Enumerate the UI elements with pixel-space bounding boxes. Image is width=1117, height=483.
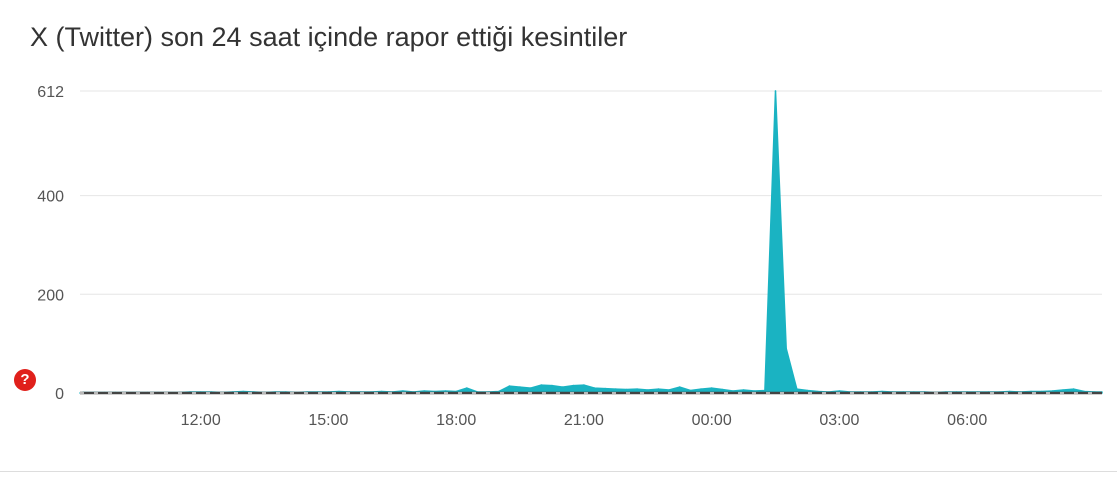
x-tick-label: 03:00 xyxy=(819,412,859,429)
y-tick-label: 612 xyxy=(37,84,64,101)
x-tick-label: 06:00 xyxy=(947,412,987,429)
y-tick-label: 400 xyxy=(37,189,64,206)
y-tick-label: 0 xyxy=(55,386,64,403)
x-tick-label: 00:00 xyxy=(692,412,732,429)
data-point xyxy=(806,389,809,392)
x-tick-label: 15:00 xyxy=(308,412,348,429)
data-point xyxy=(540,384,543,386)
x-tick-label: 12:00 xyxy=(181,412,221,429)
data-point xyxy=(561,386,564,388)
data-point xyxy=(838,390,841,392)
data-point xyxy=(742,389,745,391)
data-point xyxy=(444,390,447,392)
data-point xyxy=(710,387,713,389)
data-point xyxy=(636,388,638,390)
data-point xyxy=(508,385,511,387)
data-point xyxy=(466,387,468,389)
data-point xyxy=(593,387,596,389)
data-point xyxy=(785,347,787,350)
data-point xyxy=(1062,389,1064,391)
data-point xyxy=(668,389,670,391)
data-point xyxy=(604,387,606,390)
data-point xyxy=(721,388,724,391)
data-point xyxy=(657,388,660,390)
data-point xyxy=(625,388,628,391)
data-point xyxy=(764,389,766,392)
y-tick-label: 200 xyxy=(37,287,64,304)
data-point xyxy=(678,386,681,388)
data-point xyxy=(732,390,734,392)
data-point xyxy=(774,90,777,92)
x-tick-label: 18:00 xyxy=(436,412,476,429)
data-point xyxy=(647,389,649,391)
chart-title: X (Twitter) son 24 saat içinde rapor ett… xyxy=(30,22,628,52)
x-axis-labels: 12:00 15:00 18:00 21:00 00:00 03:00 06:00 xyxy=(181,412,988,429)
data-point xyxy=(551,384,553,387)
data-point xyxy=(796,388,798,390)
data-point xyxy=(402,390,404,392)
divider xyxy=(0,471,1117,472)
data-point xyxy=(529,387,532,389)
grid-lines xyxy=(80,90,1102,295)
y-axis: 0 200 400 612 xyxy=(37,84,64,403)
area-series xyxy=(79,90,1103,394)
x-tick-label: 21:00 xyxy=(564,412,604,429)
data-point xyxy=(423,390,426,392)
data-point xyxy=(519,386,521,388)
series-area xyxy=(79,90,1103,394)
data-point xyxy=(572,384,575,387)
question-mark-icon[interactable]: ? xyxy=(14,369,36,391)
data-point xyxy=(1051,390,1054,392)
data-point xyxy=(689,389,692,392)
data-point xyxy=(700,388,702,390)
data-point xyxy=(753,390,755,392)
data-point xyxy=(615,388,617,390)
data-point xyxy=(583,384,585,386)
data-point xyxy=(1072,388,1075,390)
